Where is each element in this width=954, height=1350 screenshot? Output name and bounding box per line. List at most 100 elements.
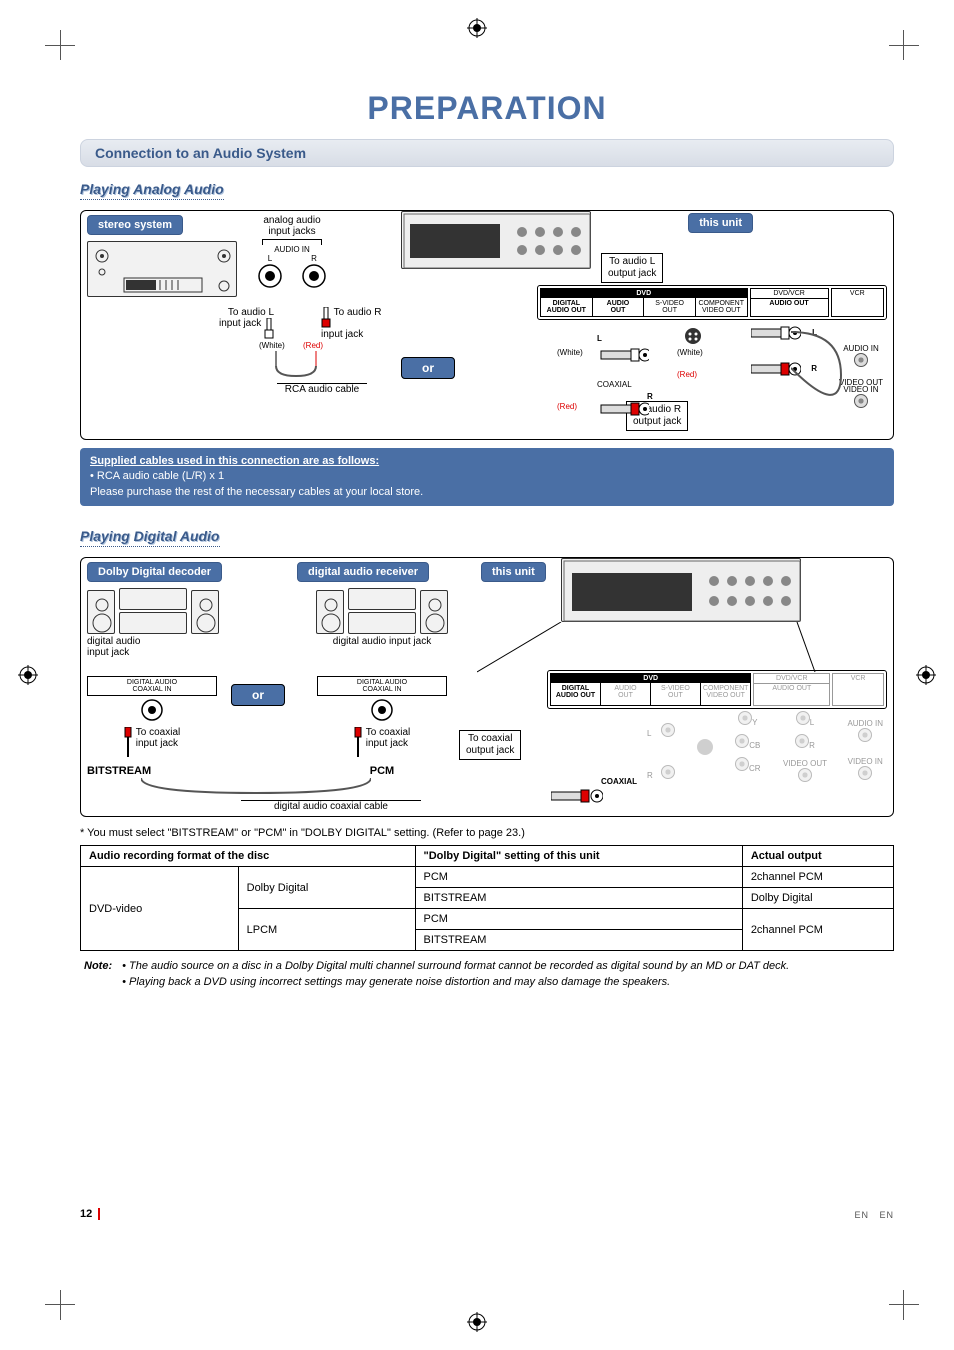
plug-down-icon: [124, 727, 132, 757]
rca-jack-icon: [661, 765, 675, 779]
speaker-icon: [191, 590, 219, 634]
digital-diagram: Dolby Digital decoder digital audio inpu…: [80, 557, 894, 817]
table-h2: "Dolby Digital" setting of this unit: [415, 846, 742, 867]
rca-jack-icon: [738, 711, 752, 725]
panel2-L2: L: [810, 718, 814, 727]
label-analog-input-jacks: analog audio input jacks: [257, 215, 327, 237]
note-label: Note:: [84, 959, 112, 990]
amp-icon: [348, 588, 416, 610]
table-r1c1: DVD-video: [81, 867, 239, 951]
rca-jack-icon: [735, 757, 749, 771]
plug-icon: [264, 318, 274, 340]
table-out1: 2channel PCM: [742, 867, 893, 888]
panel-audio-out: AUDIO OUT: [592, 298, 644, 316]
label-r: R: [301, 254, 327, 263]
label-coax-cable: digital audio coaxial cable: [241, 800, 421, 812]
jack-l-icon: [257, 263, 283, 289]
notice-line1: • RCA audio cable (L/R) x 1: [90, 469, 884, 484]
label-pcm: PCM: [317, 765, 447, 777]
panel2-R: R: [647, 771, 653, 780]
label-red: (Red): [303, 341, 323, 350]
table-pcm2: PCM: [415, 909, 742, 930]
panel2-dvd: DVD: [551, 674, 750, 683]
rca-jack-icon: [735, 734, 749, 748]
analog-diagram: stereo system analog audio input jacks A…: [80, 210, 894, 440]
panel2-svideo: S-VIDEO OUT: [650, 683, 700, 705]
panel-L1: L: [597, 334, 602, 343]
panel-R1: R: [647, 392, 653, 401]
panel2-vcr: VCR: [833, 674, 883, 683]
label-to-l-input: To audio L input jack: [219, 307, 274, 340]
coax-jack-icon: [370, 698, 394, 722]
rca-jack-icon: [796, 711, 810, 725]
plug-l2-icon: [589, 348, 649, 362]
panel2-video-in: VIDEO IN: [847, 757, 883, 766]
jack-r-icon: [301, 263, 327, 289]
callout-to-l-out: To audio L output jack: [601, 253, 663, 283]
rca-jack-icon: [798, 768, 812, 782]
label-to-coax-in2: To coaxial input jack: [366, 727, 410, 749]
coax-in-1: DIGITAL AUDIO COAXIAL IN: [87, 676, 217, 696]
pill-dolby: Dolby Digital decoder: [87, 562, 222, 582]
panel-audio-out2: AUDIO OUT: [751, 299, 828, 308]
panel-dvd: DVD: [541, 289, 747, 298]
label-bitstream: BITSTREAM: [87, 765, 217, 777]
plug-icon: [321, 307, 331, 329]
panel2-audio-out: AUDIO OUT: [600, 683, 650, 705]
notice-line2: Please purchase the rest of the necessar…: [90, 485, 884, 500]
deck-icon: [348, 612, 416, 634]
speaker-icon: [420, 590, 448, 634]
coax-cable-line: [141, 778, 371, 798]
table-h3: Actual output: [742, 846, 893, 867]
rca-jack-icon: [795, 734, 809, 748]
table-out2: Dolby Digital: [742, 888, 893, 909]
amp-icon: [119, 588, 187, 610]
panel-dvdvcr: DVD/VCR: [751, 289, 828, 299]
panel2-CR: CR: [749, 764, 761, 773]
note-b2: • Playing back a DVD using incorrect set…: [122, 975, 789, 990]
stereo-system-device: [87, 241, 237, 297]
pill-this-unit-digital: this unit: [481, 562, 546, 582]
pill-or-analog: or: [401, 357, 455, 379]
svideo-jack-icon: [695, 737, 715, 757]
page-number: 12: [80, 1208, 100, 1220]
panel-video-in: VIDEO IN: [839, 385, 883, 394]
panel2-dig-out: DIGITAL AUDIO OUT: [551, 683, 600, 705]
panel2-R2: R: [809, 741, 815, 750]
panel-red1: (Red): [557, 402, 577, 411]
callout-to-coax-out: To coaxial output jack: [459, 730, 521, 760]
panel-white2: (White): [677, 348, 703, 357]
rca-jack-icon: [661, 723, 675, 737]
this-unit-device-analog: [401, 211, 591, 269]
note-block: Note: • The audio source on a disc in a …: [80, 959, 894, 990]
coax-in-2: DIGITAL AUDIO COAXIAL IN: [317, 676, 447, 696]
page-content: PREPARATION Connection to an Audio Syste…: [0, 0, 954, 1350]
label-l: L: [257, 254, 283, 263]
label-dig-in-jack2: digital audio input jack: [297, 636, 467, 647]
rca-jack-icon: [858, 766, 872, 780]
table-r1c2b: LPCM: [238, 909, 415, 951]
label-white: (White): [259, 341, 285, 350]
footnote: * You must select "BITSTREAM" or "PCM" i…: [80, 827, 894, 839]
panel2-audio-in: AUDIO IN: [847, 719, 883, 728]
label-to-r-input: To audio R input jack: [321, 307, 381, 340]
panel2-audio-out2: AUDIO OUT: [754, 684, 829, 693]
lang-code: EN EN: [854, 1210, 894, 1220]
panel-svideo: S-VIDEO OUT: [643, 298, 695, 316]
svideo-jack-icon: [683, 326, 703, 346]
panel2-L: L: [647, 729, 651, 738]
panel2-component: COMPONENT VIDEO OUT: [700, 683, 751, 705]
this-unit-device-digital: [561, 558, 801, 622]
panel2-video-out: VIDEO OUT: [783, 759, 827, 768]
table-bitstream2: BITSTREAM: [415, 930, 742, 951]
panel-coax: COAXIAL: [597, 380, 632, 389]
section-bar: Connection to an Audio System: [80, 139, 894, 167]
panel2-CB: CB: [749, 741, 760, 750]
plug-down-icon: [354, 727, 362, 757]
label-dig-in-jack1: digital audio input jack: [87, 636, 257, 658]
panel-vcr: VCR: [832, 289, 883, 298]
chapter-title: PREPARATION: [80, 90, 894, 127]
plug-r2-icon: [589, 402, 649, 416]
speaker-icon: [87, 590, 115, 634]
output-format-table: Audio recording format of the disc "Dolb…: [80, 845, 894, 951]
